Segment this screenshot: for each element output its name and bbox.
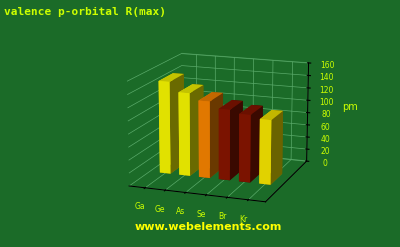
Text: www.webelements.com: www.webelements.com — [134, 222, 282, 232]
Text: valence p-orbital R(max): valence p-orbital R(max) — [4, 7, 166, 18]
